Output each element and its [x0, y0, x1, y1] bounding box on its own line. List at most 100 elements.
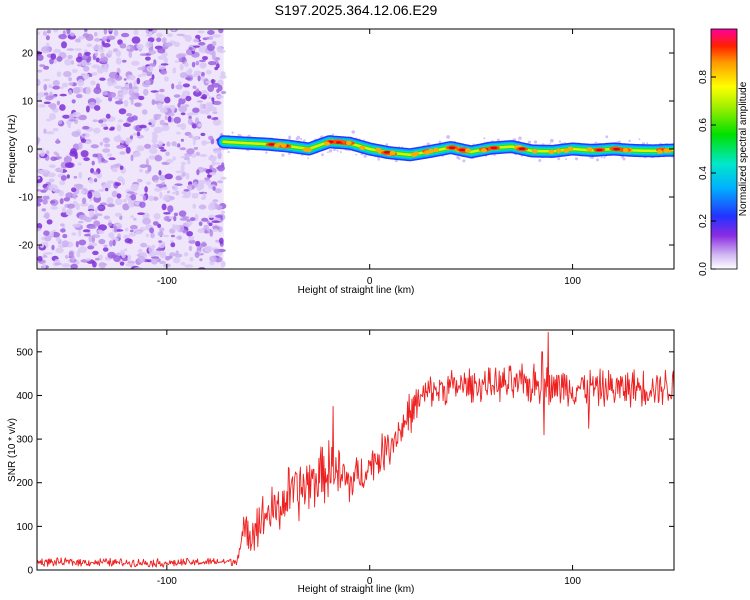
noise-speck: [42, 30, 48, 36]
noise-speck: [69, 119, 77, 122]
noise-speck: [192, 203, 197, 209]
noise-speck: [122, 198, 128, 203]
track-halo: [355, 153, 358, 156]
noise-speck: [62, 233, 68, 239]
noise-speck: [148, 31, 153, 37]
colorbar-label: Normalized spectral amplitude: [738, 81, 749, 216]
track-peak-core: [383, 151, 391, 154]
y-tick-label: 0: [27, 145, 33, 156]
track-peak: [375, 147, 382, 152]
noise-speck: [171, 29, 176, 32]
noise-speck: [158, 94, 164, 98]
noise-speck: [164, 42, 173, 47]
noise-speck: [158, 64, 166, 70]
noise-speck: [102, 148, 111, 153]
noise-speck: [107, 50, 113, 56]
noise-speck: [121, 257, 128, 262]
noise-speck: [50, 200, 56, 204]
noise-speck: [73, 183, 83, 188]
noise-speck: [58, 120, 63, 125]
noise-speck: [37, 92, 46, 98]
noise-speck: [100, 56, 108, 64]
noise-speck: [52, 80, 60, 87]
noise-speck: [59, 180, 66, 186]
noise-speck: [126, 45, 131, 50]
noise-speck: [81, 59, 87, 67]
noise-speck: [143, 88, 149, 96]
noise-speck: [39, 169, 49, 174]
noise-speck: [156, 32, 163, 38]
track-peak: [324, 141, 330, 146]
noise-speck: [43, 65, 50, 70]
noise-speck: [75, 93, 83, 99]
noise-speck: [208, 96, 213, 99]
track-halo: [549, 143, 551, 145]
noise-speck: [107, 251, 116, 259]
noise-speck: [205, 111, 210, 115]
track-halo: [496, 138, 500, 142]
y-tick-label: 100: [16, 522, 33, 533]
noise-speck: [48, 178, 55, 183]
noise-speck: [85, 33, 94, 42]
noise-speck: [194, 251, 200, 258]
noise-speck: [125, 138, 131, 145]
noise-speck: [119, 43, 127, 49]
noise-speck: [207, 203, 216, 211]
noise-speck: [114, 182, 121, 187]
noise-speck: [102, 247, 109, 252]
noise-speck: [87, 245, 95, 250]
noise-speck: [78, 220, 84, 224]
noise-speck: [180, 138, 184, 142]
noise-speck: [169, 252, 177, 257]
noise-speck: [59, 167, 64, 174]
track-halo: [589, 156, 592, 159]
noise-speck: [128, 232, 137, 237]
noise-speck: [108, 232, 115, 239]
noise-speck: [187, 159, 191, 165]
x-tick-label: 100: [564, 276, 581, 287]
noise-speck: [131, 115, 138, 121]
noise-speck: [70, 60, 75, 65]
noise-speck: [151, 256, 159, 259]
noise-speck: [183, 252, 189, 257]
noise-speck: [208, 135, 214, 140]
track-peak: [305, 147, 312, 152]
noise-speck: [142, 217, 151, 225]
noise-speck: [85, 258, 92, 261]
spectrogram-signal-track: [217, 130, 674, 163]
colorbar-ticks: 0.0 0.2 0.4 0.6 0.8: [698, 70, 716, 276]
noise-speck: [61, 240, 69, 248]
noise-speck: [199, 103, 203, 111]
noise-speck: [51, 244, 55, 251]
noise-speck: [119, 261, 125, 266]
noise-speck: [66, 29, 71, 35]
noise-speck: [119, 165, 124, 170]
noise-speck: [212, 111, 218, 114]
snr-panel: -100 0 100 0 100 200 300 400 500 Height of stra…: [7, 329, 675, 595]
noise-speck: [154, 187, 162, 192]
x-tick-label: 100: [564, 576, 581, 587]
noise-speck: [111, 190, 118, 198]
noise-speck: [199, 59, 206, 63]
noise-speck: [78, 229, 82, 237]
noise-speck: [171, 141, 177, 147]
noise-speck: [183, 157, 190, 161]
noise-speck: [115, 50, 122, 57]
noise-speck: [195, 151, 201, 156]
noise-speck: [72, 192, 77, 200]
noise-speck: [201, 217, 209, 222]
noise-speck: [99, 77, 106, 81]
y-tick-label: 400: [16, 391, 33, 402]
noise-speck: [77, 162, 82, 166]
noise-speck: [55, 247, 64, 254]
noise-speck: [43, 230, 50, 236]
noise-speck: [182, 216, 190, 219]
noise-speck: [158, 241, 166, 249]
track-halo: [565, 158, 568, 161]
noise-speck: [81, 197, 87, 205]
noise-speck: [140, 242, 148, 248]
noise-speck: [219, 75, 227, 79]
noise-speck: [172, 184, 178, 192]
noise-speck: [159, 191, 163, 199]
